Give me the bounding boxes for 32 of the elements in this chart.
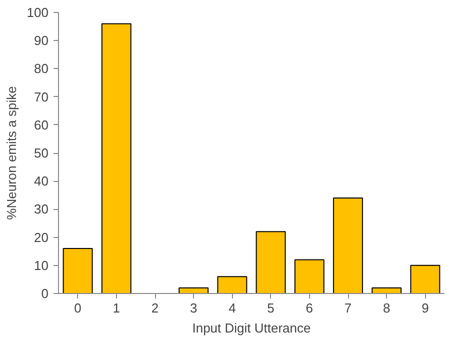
bar [333, 197, 363, 294]
y-tick-label: 90 [34, 33, 49, 48]
y-tick-label: 20 [34, 230, 49, 245]
bar [178, 287, 209, 294]
x-axis-title: Input Digit Utterance [192, 320, 311, 336]
bar [372, 287, 402, 294]
y-tick-label: 50 [34, 146, 49, 160]
y-axis-title: %Neuron emits a spike [4, 86, 19, 220]
y-tick-label: 0 [41, 286, 49, 301]
y-tick-label: 70 [34, 89, 49, 104]
x-tick-label: 5 [267, 300, 274, 316]
x-tick-label: 9 [422, 300, 429, 316]
y-tick-label: 60 [34, 117, 49, 132]
x-tick-label: 0 [74, 300, 82, 316]
y-tick-label: 80 [34, 61, 49, 76]
bar [256, 231, 286, 294]
bar [294, 259, 324, 294]
x-tick-label: 8 [382, 300, 390, 316]
x-tick-label: 2 [151, 300, 159, 316]
y-tick-label: 40 [34, 174, 49, 189]
bar [217, 276, 248, 294]
x-tick-label: 1 [112, 300, 120, 316]
bar [410, 264, 440, 294]
x-tick-label: 3 [190, 300, 198, 316]
x-tick-label: 7 [344, 300, 352, 316]
y-tick-label: 30 [34, 202, 49, 217]
bar [101, 23, 132, 294]
bar [62, 248, 93, 294]
y-tick-label: 100 [26, 5, 49, 20]
x-tick-label: 4 [228, 300, 236, 316]
x-tick-label: 6 [306, 300, 314, 316]
y-tick-label: 10 [34, 258, 49, 273]
